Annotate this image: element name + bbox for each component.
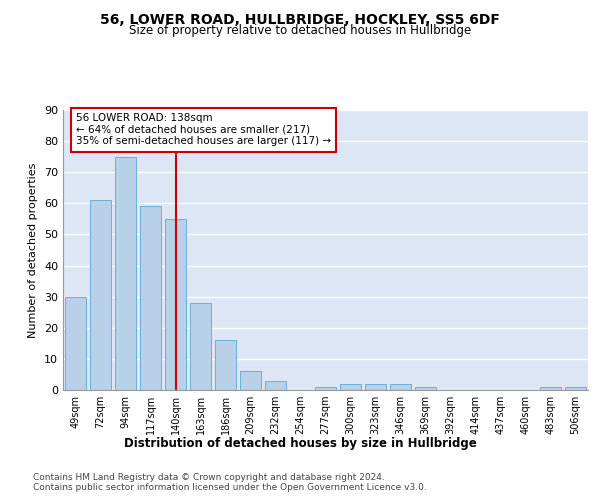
- Bar: [165, 219, 186, 390]
- Bar: [365, 384, 386, 390]
- Bar: [90, 200, 111, 390]
- Bar: [240, 372, 261, 390]
- Text: Contains HM Land Registry data © Crown copyright and database right 2024.: Contains HM Land Registry data © Crown c…: [33, 472, 385, 482]
- Y-axis label: Number of detached properties: Number of detached properties: [28, 162, 38, 338]
- Bar: [65, 296, 86, 390]
- Text: Contains public sector information licensed under the Open Government Licence v3: Contains public sector information licen…: [33, 482, 427, 492]
- Bar: [115, 156, 136, 390]
- Text: 56, LOWER ROAD, HULLBRIDGE, HOCKLEY, SS5 6DF: 56, LOWER ROAD, HULLBRIDGE, HOCKLEY, SS5…: [100, 12, 500, 26]
- Text: Size of property relative to detached houses in Hullbridge: Size of property relative to detached ho…: [129, 24, 471, 37]
- Bar: [140, 206, 161, 390]
- Bar: [315, 387, 336, 390]
- Bar: [265, 380, 286, 390]
- Bar: [540, 387, 561, 390]
- Bar: [340, 384, 361, 390]
- Text: 56 LOWER ROAD: 138sqm
← 64% of detached houses are smaller (217)
35% of semi-det: 56 LOWER ROAD: 138sqm ← 64% of detached …: [76, 113, 331, 146]
- Text: Distribution of detached houses by size in Hullbridge: Distribution of detached houses by size …: [124, 438, 476, 450]
- Bar: [415, 387, 436, 390]
- Bar: [390, 384, 411, 390]
- Bar: [190, 303, 211, 390]
- Bar: [215, 340, 236, 390]
- Bar: [565, 387, 586, 390]
